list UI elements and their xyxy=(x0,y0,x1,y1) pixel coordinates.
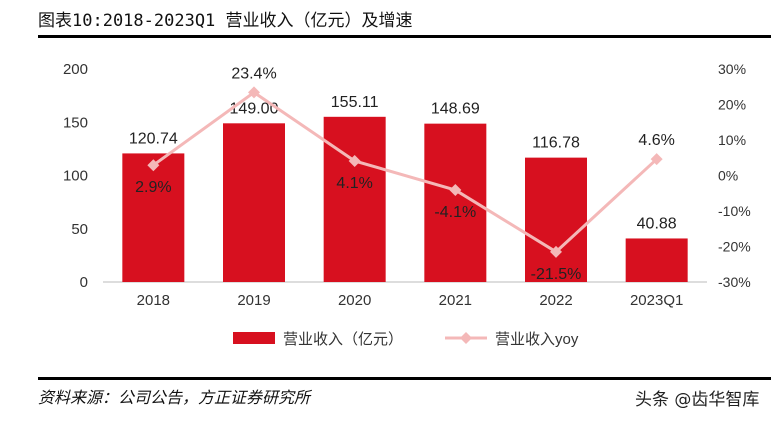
left-tick-label: 150 xyxy=(63,114,88,131)
bar-label: 148.69 xyxy=(431,101,480,118)
yoy-label: 23.4% xyxy=(231,65,276,82)
yoy-marker xyxy=(550,245,562,258)
bar-2023Q1 xyxy=(625,238,688,282)
bar-2018 xyxy=(122,153,185,282)
right-tick-label: -30% xyxy=(718,274,751,290)
yoy-label: -4.1% xyxy=(434,204,476,221)
legend-line-marker xyxy=(460,332,472,344)
title-rule xyxy=(38,35,771,38)
yoy-line xyxy=(152,90,658,254)
left-tick-label: 50 xyxy=(71,221,88,238)
yoy-label: 4.1% xyxy=(336,175,372,192)
yoy-marker xyxy=(248,86,260,99)
bar-label: 116.78 xyxy=(532,135,580,152)
left-tick-label: 100 xyxy=(63,168,88,185)
bar-label: 149.00 xyxy=(230,100,279,117)
left-tick-label: 0 xyxy=(80,274,88,291)
left-tick-label: 200 xyxy=(63,61,88,78)
legend-line-label: 营业收入yoy xyxy=(495,331,579,348)
x-tick-label: 2021 xyxy=(439,292,472,309)
yoy-marker xyxy=(449,184,462,197)
watermark: 头条 @齿华智库 xyxy=(635,390,760,410)
yoy-marker xyxy=(650,153,663,166)
x-tick-label: 2022 xyxy=(539,292,572,309)
yoy-label: 4.6% xyxy=(638,132,674,149)
bar-2020 xyxy=(323,116,386,282)
source-rule xyxy=(38,377,771,380)
bar-label: 40.88 xyxy=(637,215,677,232)
right-tick-label: 10% xyxy=(718,132,746,148)
bar-label: 155.11 xyxy=(331,94,379,111)
yoy-label: -21.5% xyxy=(531,266,582,283)
legend-bar-swatch xyxy=(233,332,275,344)
bar-label: 120.74 xyxy=(129,130,178,147)
x-tick-label: 2018 xyxy=(137,292,170,309)
x-tick-label: 2019 xyxy=(237,292,270,309)
figure-title: 图表10:2018-2023Q1 营业收入（亿元）及增速 xyxy=(38,11,413,31)
right-tick-label: 0% xyxy=(718,168,738,184)
bar-2019 xyxy=(223,123,285,282)
yoy-marker xyxy=(348,154,361,167)
source-note: 资料来源：公司公告，方正证券研究所 xyxy=(38,388,311,407)
yoy-label: 2.9% xyxy=(135,179,171,196)
right-tick-label: 20% xyxy=(718,97,746,113)
right-tick-label: -10% xyxy=(718,203,751,219)
right-tick-label: 30% xyxy=(718,61,746,77)
yoy-marker xyxy=(147,159,160,172)
right-tick-label: -20% xyxy=(718,239,751,255)
x-tick-label: 2020 xyxy=(338,292,371,309)
x-tick-label: 2023Q1 xyxy=(630,292,683,309)
legend-bar-label: 营业收入（亿元） xyxy=(283,331,403,348)
bar-2022 xyxy=(525,157,587,282)
